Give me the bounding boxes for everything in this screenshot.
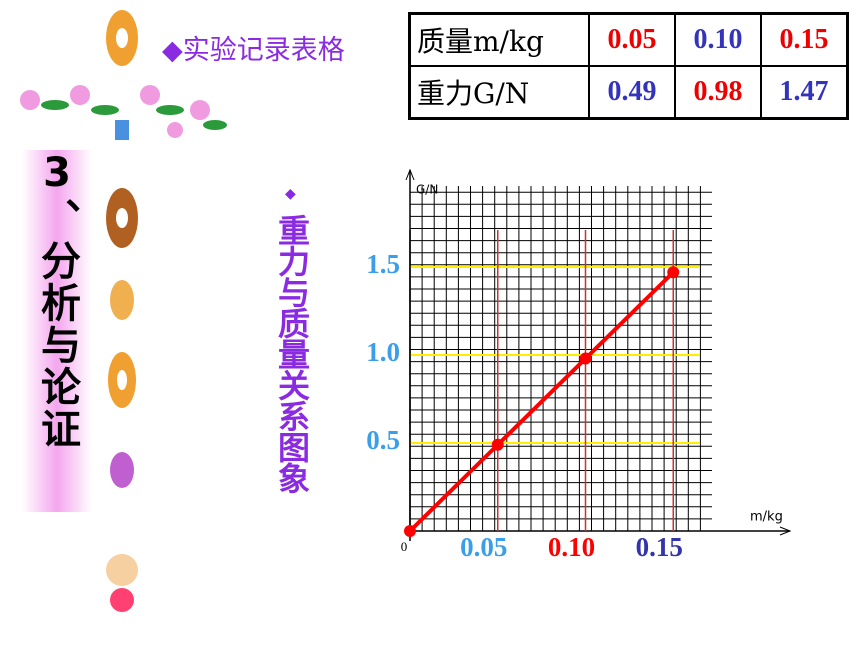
y-tick-label: 0.5: [366, 425, 400, 455]
row: 重力G/N 0.49 0.98 1.47: [408, 65, 849, 120]
cell: 质量m/kg: [408, 12, 590, 67]
point: [404, 525, 416, 537]
cell: 1.47: [760, 65, 849, 120]
y-tick-label: 1.5: [366, 249, 400, 279]
chart-title: 重力与质量关系图象: [273, 214, 311, 493]
x-tick-label: 0.05: [460, 532, 507, 562]
x-axis-label: m/kg: [750, 510, 783, 525]
point: [491, 438, 504, 451]
point: [579, 352, 592, 365]
bullet: ◆: [285, 186, 296, 202]
x-arrow: [779, 526, 792, 536]
x-tick-label: 0: [401, 539, 408, 554]
bullet: ◆: [162, 35, 183, 66]
cell: 0.10: [674, 12, 762, 67]
side-title: 3、分析与论证: [22, 150, 92, 512]
record-table: 质量m/kg 0.05 0.10 0.15 重力G/N 0.49 0.98 1.…: [408, 12, 849, 120]
x-tick-label: 0.10: [548, 532, 595, 562]
cell: 0.15: [760, 12, 849, 67]
line: [408, 270, 675, 533]
point: [667, 266, 680, 279]
y-tick-label: 1.0: [366, 337, 400, 367]
plot: G/N m/kg 0.5 1.0 1.5 0 0.05 0.10 0.15: [366, 168, 792, 562]
row: 质量m/kg 0.05 0.10 0.15: [408, 12, 849, 67]
y-axis-label: G/N: [416, 183, 438, 197]
decoration: [20, 10, 227, 612]
cell: 重力G/N: [408, 65, 590, 120]
heading: ◆实验记录表格: [162, 28, 345, 67]
cell: 0.05: [588, 12, 676, 67]
heading-text: 实验记录表格: [182, 35, 345, 66]
x-tick-label: 0.15: [636, 532, 683, 562]
cell: 0.98: [674, 65, 762, 120]
cell: 0.49: [588, 65, 676, 120]
y-arrow: [405, 168, 415, 181]
